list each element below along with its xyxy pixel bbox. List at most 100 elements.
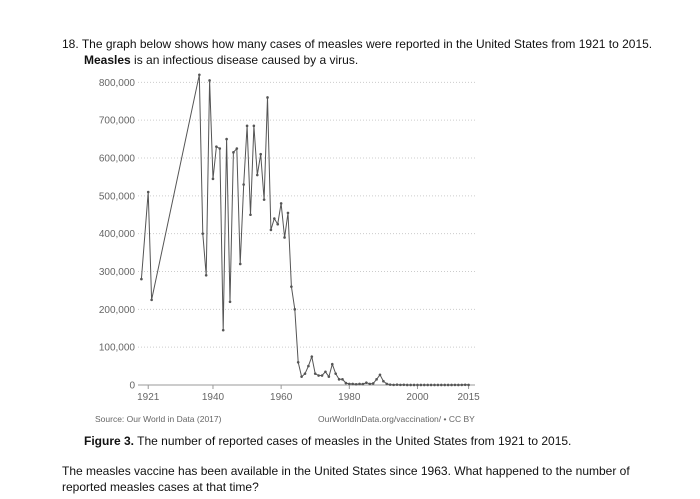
bold-term: Measles — [84, 53, 131, 67]
data-point — [405, 383, 409, 387]
y-tick-label: 0 — [129, 381, 135, 392]
question-text: The graph below shows how many cases of … — [82, 37, 652, 51]
data-point — [392, 383, 395, 387]
data-point — [228, 300, 232, 304]
data-point — [361, 382, 365, 386]
y-tick-label: 300,000 — [99, 267, 136, 278]
data-point — [245, 124, 249, 128]
data-point — [368, 382, 372, 386]
x-tick-label: 1921 — [137, 392, 160, 403]
data-point — [412, 383, 416, 387]
data-point — [344, 381, 348, 385]
data-point — [457, 383, 460, 387]
data-point — [327, 375, 331, 378]
data-point — [300, 375, 303, 378]
y-tick-label: 200,000 — [99, 305, 136, 316]
data-point — [293, 308, 297, 311]
data-point — [320, 374, 324, 377]
data-point — [269, 228, 273, 232]
data-point — [283, 236, 286, 239]
data-point — [426, 383, 429, 387]
data-point — [365, 381, 368, 385]
data-point — [450, 383, 453, 387]
data-point — [358, 382, 361, 386]
data-point — [201, 232, 205, 235]
data-point — [388, 383, 392, 386]
data-point — [266, 96, 269, 99]
data-point — [290, 285, 293, 288]
data-point — [402, 383, 406, 387]
data-point — [382, 379, 385, 383]
data-point — [429, 383, 433, 387]
prompt-line: reported measles cases at that time? — [62, 480, 259, 494]
data-point — [276, 222, 280, 226]
data-point — [422, 383, 426, 387]
data-point — [255, 173, 259, 177]
data-point — [436, 383, 440, 387]
question-text: is an infectious disease caused by a vir… — [131, 53, 358, 67]
data-point — [238, 262, 242, 266]
y-tick-label: 100,000 — [99, 343, 136, 354]
x-tick-label: 1960 — [270, 392, 293, 403]
data-point — [395, 383, 399, 386]
data-point — [341, 378, 344, 381]
data-point — [146, 190, 150, 194]
data-point — [385, 382, 389, 386]
data-point — [273, 217, 276, 220]
data-point — [313, 372, 317, 375]
data-point — [330, 362, 334, 366]
x-tick-label: 2015 — [457, 392, 480, 403]
data-point — [378, 373, 382, 377]
data-point — [324, 370, 327, 374]
y-tick-label: 800,000 — [99, 78, 136, 89]
caption-text: The number of reported cases of measles … — [134, 434, 571, 448]
source: OurWorldInData.org/vaccination/ • CC BY — [318, 414, 475, 424]
x-tick-label: 1980 — [338, 392, 361, 403]
data-point — [440, 383, 443, 387]
data-point — [419, 383, 423, 387]
data-point — [215, 145, 218, 148]
caption: Figure 3. The number of reported cases o… — [84, 434, 571, 448]
data-point — [204, 273, 208, 277]
data-point — [416, 383, 419, 387]
y-tick-label: 500,000 — [99, 191, 136, 202]
data-point — [310, 355, 314, 358]
data-point — [467, 383, 470, 387]
data-point — [208, 79, 211, 82]
data-point — [351, 382, 355, 386]
data-point — [232, 151, 235, 154]
y-tick-label: 700,000 — [99, 116, 136, 127]
source: Source: Our World in Data (2017) — [95, 414, 222, 424]
y-tick-label: 600,000 — [99, 154, 136, 165]
data-point — [348, 382, 351, 386]
data-point — [303, 372, 307, 375]
chart: 0 100,000 200,000 300,000 400,000 500,000 600,… — [99, 73, 480, 403]
data-point — [433, 383, 436, 387]
data-point — [317, 374, 320, 377]
prompt-line: The measles vaccine has been available i… — [62, 464, 630, 478]
x-tick-label: 1940 — [202, 392, 225, 403]
data-point — [150, 298, 153, 302]
data-point — [252, 124, 256, 128]
data-point — [409, 383, 412, 387]
data-point — [249, 213, 252, 217]
data-point — [399, 383, 402, 387]
data-point — [371, 382, 375, 385]
question-line: Measles is an infectious disease caused … — [84, 53, 358, 67]
data-line — [140, 74, 469, 386]
data-point — [443, 383, 447, 387]
data-point — [225, 137, 228, 141]
question-line: 18. The graph below shows how many cases… — [62, 37, 652, 51]
caption-label: Figure 3. — [84, 434, 134, 448]
data-point — [279, 202, 283, 205]
data-point — [354, 382, 358, 386]
y-tick-label: 400,000 — [99, 229, 136, 240]
data-point — [463, 383, 467, 387]
data-point — [198, 73, 201, 77]
data-point — [140, 277, 143, 281]
data-point — [453, 383, 457, 387]
data-point — [211, 177, 215, 181]
data-point — [460, 383, 464, 387]
data-point — [446, 383, 450, 387]
